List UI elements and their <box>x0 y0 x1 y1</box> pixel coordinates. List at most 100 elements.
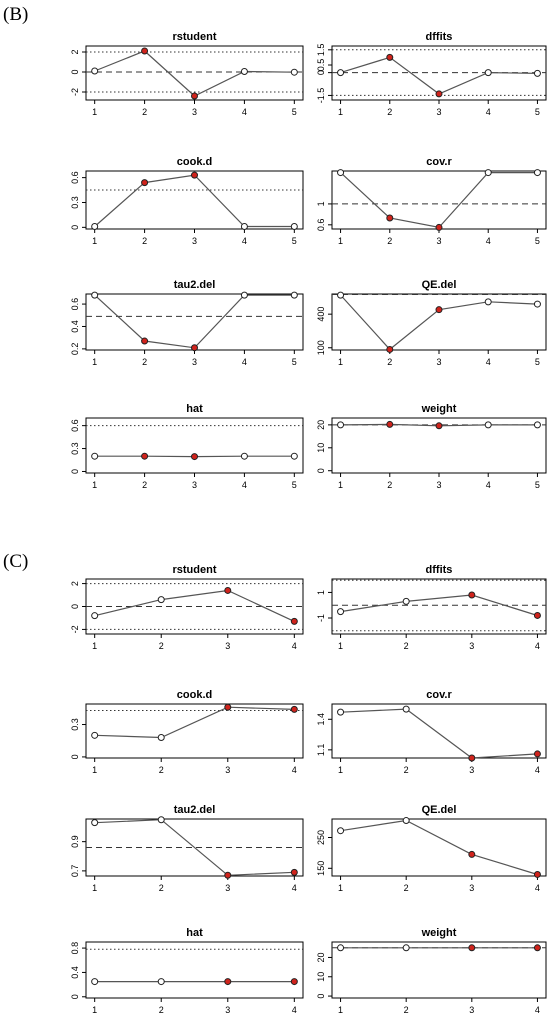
influential-point <box>435 90 443 98</box>
plot-C-rstudent: rstudent 1 2 3 4 -2 0 2 <box>70 564 304 651</box>
x-tick-label: 4 <box>292 641 297 651</box>
plot-C-cov-r: cov.r 1 2 3 4 1.1 1.4 <box>316 689 547 775</box>
series-line <box>340 172 538 229</box>
x-tick-label: 3 <box>436 107 441 117</box>
y-tick-label: 0 <box>70 469 80 474</box>
x-tick-label: 3 <box>192 480 197 490</box>
plot-frame <box>85 703 304 759</box>
data-point <box>533 421 541 429</box>
x-tick-label: 3 <box>469 883 474 893</box>
y-tick-label: 0 <box>70 69 80 74</box>
x-tick-label: 4 <box>292 765 297 775</box>
influential-point <box>435 422 443 430</box>
data-point <box>533 69 541 77</box>
y-tick-label: 0.4 <box>70 320 80 333</box>
y-tick-label: 1 <box>316 201 326 206</box>
x-tick-label: 4 <box>535 765 540 775</box>
plot-title: rstudent <box>173 564 217 576</box>
plot-title: QE.del <box>422 279 457 291</box>
y-tick-label: 0.3 <box>70 718 80 731</box>
influential-point <box>141 179 149 187</box>
plot-title: tau2.del <box>174 804 216 816</box>
influential-point <box>141 337 149 345</box>
x-tick-label: 1 <box>92 236 97 246</box>
x-tick-label: 5 <box>535 357 540 367</box>
x-tick-label: 3 <box>192 236 197 246</box>
y-tick-label: 1 <box>316 590 326 595</box>
influential-point <box>533 870 541 878</box>
x-tick-label: 4 <box>242 236 247 246</box>
x-tick-label: 1 <box>338 765 343 775</box>
plot-title: dffits <box>426 564 453 576</box>
plot-C-dffits: dffits 1 2 3 4 -1 1 <box>316 564 547 651</box>
plot-frame <box>85 293 304 351</box>
y-tick-label: -1.5 <box>316 88 326 104</box>
data-point <box>240 223 248 231</box>
x-tick-label: 1 <box>338 480 343 490</box>
plot-B-tau2-del: tau2.del 1 2 3 4 5 0.2 0.4 0.6 <box>70 279 304 367</box>
series-line <box>94 50 295 97</box>
y-tick-label: 0.3 <box>70 442 80 455</box>
influential-point <box>533 750 541 758</box>
series-line <box>94 174 295 228</box>
x-tick-label: 1 <box>92 883 97 893</box>
data-point <box>91 223 99 231</box>
series-line <box>340 294 538 351</box>
x-tick-label: 3 <box>225 641 230 651</box>
plot-B-QE-del: QE.del 1 2 3 4 5 100 400 <box>316 279 547 367</box>
y-tick-label: 250 <box>316 830 326 845</box>
x-tick-label: 2 <box>142 357 147 367</box>
series-line <box>94 589 295 622</box>
x-tick-label: 2 <box>142 107 147 117</box>
plot-frame <box>85 170 304 230</box>
plot-frame <box>85 941 304 999</box>
data-point <box>402 597 410 605</box>
data-point <box>337 608 345 616</box>
y-tick-label: 0.4 <box>70 966 80 979</box>
y-tick-label: 150 <box>316 861 326 876</box>
data-point <box>157 816 165 824</box>
plot-B-cov-r: cov.r 1 2 3 4 5 0.6 1 <box>316 156 547 246</box>
data-point <box>157 978 165 986</box>
x-tick-label: 2 <box>159 641 164 651</box>
x-tick-label: 1 <box>92 1005 97 1015</box>
data-point <box>402 944 410 952</box>
y-tick-label: 2 <box>70 49 80 54</box>
x-tick-label: 5 <box>535 107 540 117</box>
x-tick-label: 5 <box>292 107 297 117</box>
y-tick-label: 0.7 <box>70 865 80 878</box>
y-tick-label: 0.6 <box>70 171 80 184</box>
x-tick-label: 5 <box>292 480 297 490</box>
plot-title: rstudent <box>173 31 217 43</box>
x-tick-label: 1 <box>338 357 343 367</box>
x-tick-label: 3 <box>436 357 441 367</box>
x-tick-label: 1 <box>92 765 97 775</box>
y-tick-label: 0.3 <box>70 196 80 209</box>
influential-point <box>191 92 198 100</box>
plot-B-dffits: dffits 1 2 3 4 5 -1.5 00.5 1.5 <box>316 31 547 117</box>
x-tick-label: 2 <box>159 1005 164 1015</box>
series-line <box>94 294 295 349</box>
x-tick-label: 1 <box>338 1005 343 1015</box>
x-tick-label: 3 <box>225 883 230 893</box>
data-point <box>91 978 99 986</box>
x-tick-label: 2 <box>387 480 392 490</box>
y-tick-label: 10 <box>316 443 326 453</box>
x-tick-label: 3 <box>469 641 474 651</box>
data-point <box>337 827 345 835</box>
data-point <box>91 67 99 75</box>
data-point <box>337 708 345 716</box>
y-tick-label: 0.6 <box>70 419 80 432</box>
x-tick-label: 4 <box>535 883 540 893</box>
influential-point <box>533 944 541 952</box>
y-tick-label: 20 <box>316 952 326 962</box>
plot-title: weight <box>421 927 457 939</box>
data-point <box>91 452 99 460</box>
x-tick-label: 4 <box>292 883 297 893</box>
plot-C-tau2-del: tau2.del 1 2 3 4 0.7 0.9 <box>70 804 304 893</box>
y-tick-label: -2 <box>70 625 80 633</box>
x-tick-label: 3 <box>469 765 474 775</box>
series-line <box>94 706 295 739</box>
panel-c-label: (C) <box>3 551 28 572</box>
data-point <box>290 223 298 231</box>
